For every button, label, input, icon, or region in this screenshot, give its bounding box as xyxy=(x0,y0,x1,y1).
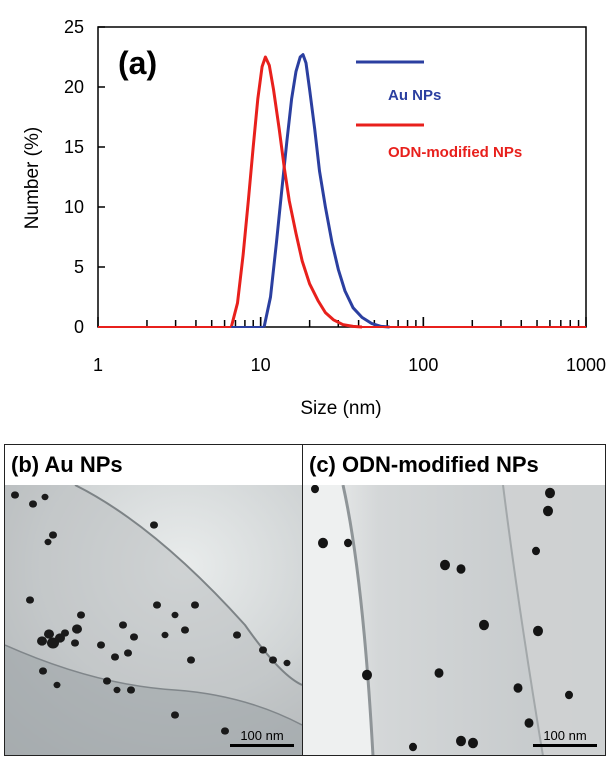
tem-image-row: (b) Au NPs 100 nm (c) ODN-modified NPs xyxy=(4,444,606,756)
x-tick-label: 100 xyxy=(408,355,438,375)
legend-label-au: Au NPs xyxy=(388,87,441,104)
nanoparticle xyxy=(37,636,47,646)
y-tick-label: 15 xyxy=(64,137,84,157)
panel-c-title: (c) ODN-modified NPs xyxy=(303,445,605,486)
x-tick-label: 10 xyxy=(251,355,271,375)
y-tick-label: 0 xyxy=(74,317,84,337)
legend: Au NPs ODN-modified NPs xyxy=(356,60,522,161)
nanoparticle xyxy=(44,629,54,639)
nanoparticle xyxy=(171,711,179,719)
nanoparticle xyxy=(97,641,105,649)
panel-label-a: (a) xyxy=(118,45,157,81)
nanoparticle xyxy=(55,633,65,643)
nanoparticle xyxy=(283,659,291,667)
nanoparticle xyxy=(11,491,19,499)
nanoparticle xyxy=(269,656,277,664)
nanoparticle xyxy=(127,686,135,694)
nanoparticle xyxy=(53,681,61,689)
nanoparticle xyxy=(409,742,417,752)
tem-panel-b: (b) Au NPs 100 nm xyxy=(4,444,303,756)
nanoparticle xyxy=(259,646,267,654)
nanoparticle xyxy=(344,538,352,548)
nanoparticle xyxy=(111,653,119,661)
nanoparticle xyxy=(434,668,444,678)
nanoparticles-c xyxy=(311,485,573,752)
chart-axes: 1 10 100 1000 0 5 10 15 20 25 xyxy=(64,17,606,375)
nanoparticle xyxy=(119,621,127,629)
tem-image-au-nps xyxy=(5,485,302,755)
nanoparticle xyxy=(44,538,52,546)
x-axis-title: Size (nm) xyxy=(300,398,381,419)
nanoparticle xyxy=(26,596,34,604)
series-line-odn-modified-nps xyxy=(229,55,363,329)
tem-image-odn-nps xyxy=(303,485,605,755)
nanoparticle xyxy=(311,485,319,494)
nanoparticle xyxy=(181,626,189,634)
nanoparticle xyxy=(72,624,82,634)
nanoparticle xyxy=(318,537,328,549)
nanoparticle xyxy=(77,611,85,619)
nanoparticle xyxy=(524,718,534,728)
nanoparticle xyxy=(362,669,372,681)
nanoparticle xyxy=(233,631,241,639)
nanoparticle xyxy=(153,601,161,609)
plot-frame xyxy=(97,26,587,328)
y-axis-title: Number (%) xyxy=(22,127,43,229)
nanoparticle xyxy=(187,656,195,664)
nanoparticle xyxy=(171,611,179,619)
x-tick-label: 1000 xyxy=(566,355,606,375)
panel-b-title: (b) Au NPs xyxy=(5,445,302,486)
nanoparticle xyxy=(532,546,540,556)
y-tick-label: 10 xyxy=(64,197,84,217)
nanoparticles-b xyxy=(11,491,291,735)
scalebar-c-bar xyxy=(533,744,597,747)
nanoparticle xyxy=(221,727,229,735)
scalebar-c: 100 nm xyxy=(533,729,597,747)
nanoparticle xyxy=(161,631,169,639)
nanoparticle xyxy=(468,737,478,749)
nanoparticle xyxy=(113,686,121,694)
y-tick-label: 20 xyxy=(64,77,84,97)
size-distribution-chart: 1 10 100 1000 0 5 10 15 20 25 (a) Au NPs ODN-modi… xyxy=(22,17,606,419)
tem-panel-c: (c) ODN-modified NPs 100 nm xyxy=(302,444,606,756)
chart-series xyxy=(98,53,586,329)
nanoparticle xyxy=(103,677,111,685)
nanoparticle xyxy=(440,559,450,571)
nanoparticle xyxy=(41,493,49,501)
legend-label-odn: ODN-modified NPs xyxy=(388,144,522,161)
scalebar-b-label: 100 nm xyxy=(240,728,284,743)
nanoparticle xyxy=(565,690,573,700)
series-line-au-nps xyxy=(262,53,390,329)
nanoparticle xyxy=(533,625,543,637)
scalebar-b-bar xyxy=(230,744,294,747)
nanoparticle xyxy=(39,667,47,675)
nanoparticle xyxy=(150,521,158,529)
nanoparticle xyxy=(29,500,37,508)
nanoparticle xyxy=(545,487,555,499)
scalebar-c-label: 100 nm xyxy=(543,728,587,743)
x-tick-label: 1 xyxy=(93,355,103,375)
nanoparticle xyxy=(456,735,466,747)
scalebar-b: 100 nm xyxy=(230,729,294,747)
nanoparticle xyxy=(49,531,57,539)
y-tick-label: 25 xyxy=(64,17,84,37)
y-tick-label: 5 xyxy=(74,257,84,277)
nanoparticle xyxy=(456,564,466,574)
nanoparticle xyxy=(191,601,199,609)
nanoparticle xyxy=(71,639,79,647)
nanoparticle xyxy=(130,633,138,641)
nanoparticle xyxy=(124,649,132,657)
nanoparticle xyxy=(543,505,553,517)
nanoparticle xyxy=(479,619,489,631)
nanoparticle xyxy=(513,683,523,693)
